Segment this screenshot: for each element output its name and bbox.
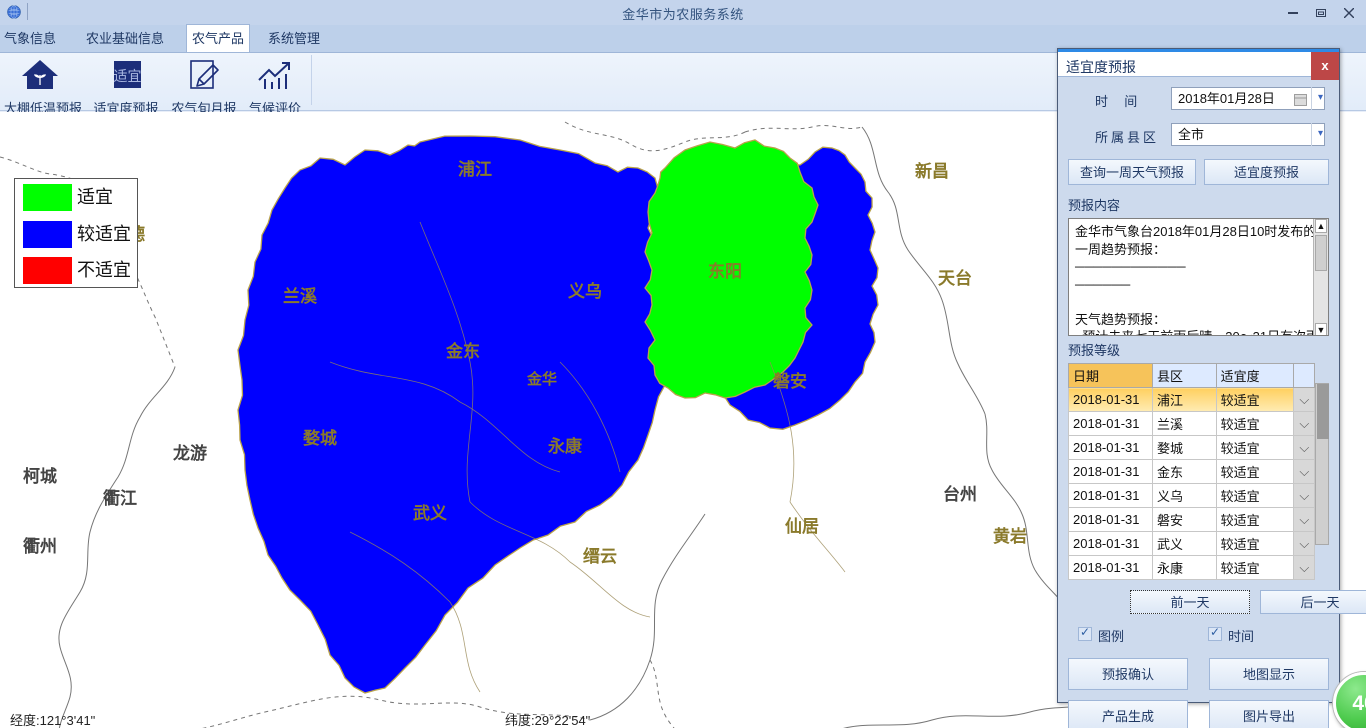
- svg-text:新昌: 新昌: [915, 161, 949, 181]
- svg-text:天台: 天台: [938, 268, 972, 288]
- svg-text:衢州: 衢州: [23, 536, 57, 556]
- svg-text:兰溪: 兰溪: [283, 286, 318, 306]
- svg-text:武义: 武义: [413, 503, 447, 523]
- svg-text:金东: 金东: [445, 341, 480, 361]
- svg-text:衢江: 衢江: [103, 488, 137, 508]
- svg-text:台州: 台州: [943, 484, 977, 504]
- svg-text:黄岩: 黄岩: [993, 526, 1027, 546]
- svg-text:龙游: 龙游: [172, 443, 207, 463]
- svg-text:东阳: 东阳: [708, 261, 742, 281]
- svg-text:婺城: 婺城: [303, 428, 337, 448]
- svg-text:适宜: 适宜: [114, 68, 142, 84]
- svg-text:柯城: 柯城: [23, 466, 57, 486]
- svg-text:磐安: 磐安: [772, 371, 807, 391]
- svg-text:浦江: 浦江: [458, 159, 492, 179]
- svg-text:金华: 金华: [526, 370, 557, 388]
- svg-text:缙云: 缙云: [583, 546, 617, 566]
- svg-text:义乌: 义乌: [568, 281, 602, 301]
- svg-text:永康: 永康: [547, 436, 583, 456]
- svg-text:仙居: 仙居: [785, 516, 819, 536]
